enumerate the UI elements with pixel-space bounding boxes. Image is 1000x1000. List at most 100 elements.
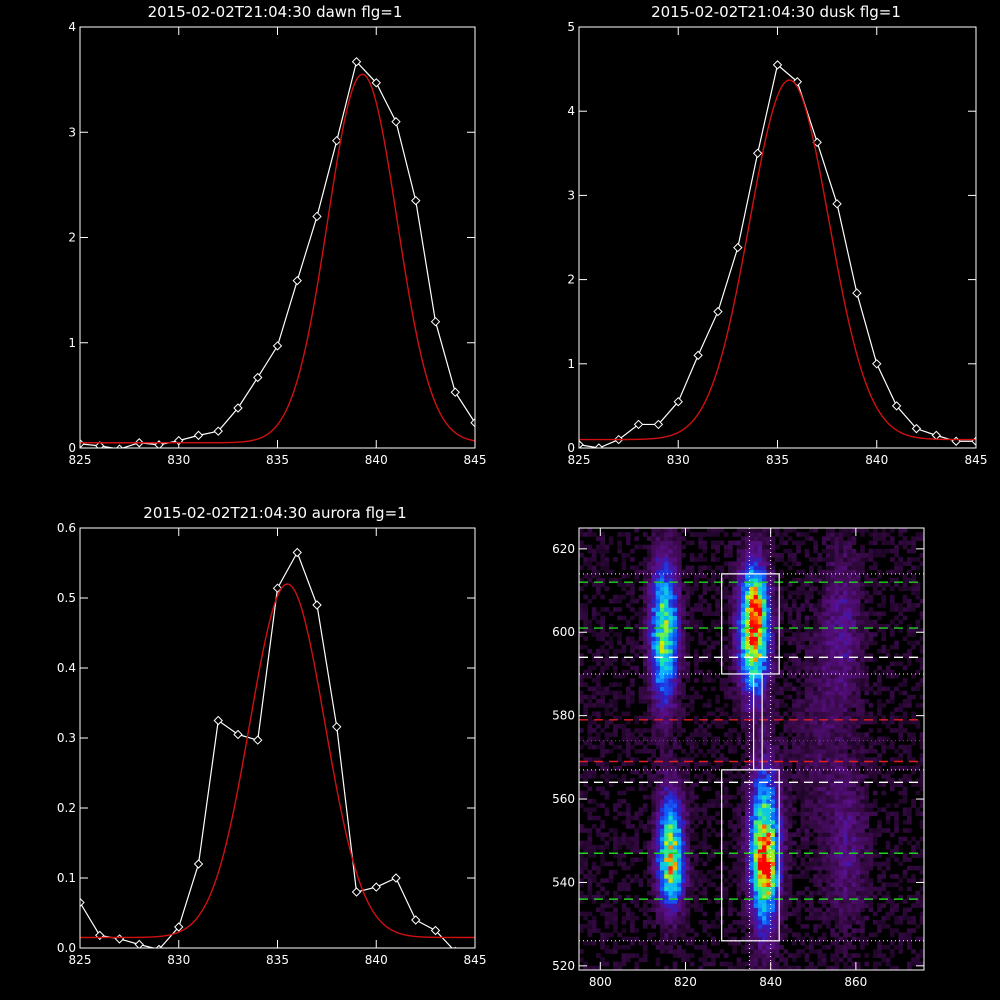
dusk-data-point-8 <box>733 242 743 253</box>
image-xtick-label-1: 820 <box>674 975 697 989</box>
dawn-data-point-19 <box>450 387 460 397</box>
dusk-ytick-label-4: 4 <box>567 104 575 118</box>
aurora-data-point-4 <box>155 944 163 948</box>
dawn-spectrum-plot: 2015-02-02T21:04:30 dawn flg=1 825 830 835… <box>68 3 486 467</box>
aurora-data-point-11 <box>292 547 302 558</box>
aurora-data-point-0 <box>80 897 85 908</box>
aurora-data-point-10 <box>272 583 283 593</box>
dawn-xtick-label-4: 845 <box>464 453 487 467</box>
dawn-xtick-label-3: 840 <box>365 453 388 467</box>
dusk-ytick-label-2: 2 <box>567 273 575 287</box>
dawn-ytick-label-1: 1 <box>68 336 76 350</box>
dusk-fit-curve <box>579 79 976 441</box>
aurora-data-point-7 <box>213 715 223 726</box>
dawn-ytick-label-0: 0 <box>68 441 76 455</box>
spectral-image-pixels <box>579 528 925 971</box>
dusk-data-point-16 <box>891 401 902 411</box>
aurora-xtick-label-4: 845 <box>464 953 487 967</box>
aurora-data-point-8 <box>233 729 243 740</box>
dawn-data-point-13 <box>332 135 342 146</box>
aurora-data-point-17 <box>411 915 421 925</box>
dawn-data-point-11 <box>292 275 302 286</box>
image-ytick-label-2: 560 <box>552 792 575 806</box>
image-box-1 <box>721 769 780 942</box>
dusk-data-point-12 <box>812 137 822 148</box>
dusk-ytick-label-1: 1 <box>567 357 575 371</box>
dusk-xtick-label-3: 840 <box>865 453 888 467</box>
aurora-plot-frame <box>79 527 476 949</box>
aurora-ytick-label-6: 0.6 <box>57 521 76 535</box>
dusk-xtick-label-0: 825 <box>568 453 591 467</box>
aurora-ytick-label-4: 0.4 <box>57 661 76 675</box>
dusk-data-point-9 <box>752 148 763 159</box>
dawn-data-point-16 <box>391 117 401 127</box>
image-ytick-label-1: 540 <box>552 875 575 889</box>
dusk-data-point-5 <box>673 396 683 407</box>
image-plot-frame <box>578 527 925 971</box>
dusk-data-point-13 <box>832 199 842 209</box>
dusk-data-point-0 <box>579 439 584 448</box>
aurora-data-point-6 <box>193 859 204 869</box>
aurora-data-point-9 <box>253 735 263 745</box>
aurora-xtick-label-3: 840 <box>365 953 388 967</box>
dawn-fit-curve <box>80 73 475 444</box>
dawn-data-point-14 <box>351 57 362 67</box>
aurora-ytick-label-3: 0.3 <box>57 731 76 745</box>
aurora-data-point-13 <box>332 722 342 732</box>
dawn-ytick-label-2: 2 <box>68 231 76 245</box>
dusk-data-point-17 <box>911 423 922 434</box>
aurora-data-point-12 <box>312 600 322 610</box>
aurora-fit-curve <box>80 583 475 939</box>
image-box-0 <box>721 573 780 675</box>
dusk-xtick-label-1: 830 <box>667 453 690 467</box>
image-xtick-label-0: 800 <box>589 975 612 989</box>
dawn-data-point-15 <box>371 78 381 88</box>
spectral-image-plot: 800 820 840 860 520 540 560 580 600 620 <box>552 527 925 989</box>
dawn-data-point-12 <box>312 211 322 222</box>
dawn-plot-title: 2015-02-02T21:04:30 dawn flg=1 <box>148 3 403 21</box>
aurora-data-point-18 <box>430 925 441 936</box>
image-ytick-label-0: 520 <box>552 959 575 973</box>
aurora-plot-title: 2015-02-02T21:04:30 aurora flg=1 <box>143 504 406 522</box>
image-ytick-label-5: 620 <box>552 542 575 556</box>
aurora-ytick-label-0: 0.0 <box>57 941 76 955</box>
aurora-xtick-label-2: 835 <box>266 953 289 967</box>
dawn-data-point-6 <box>193 430 204 441</box>
aurora-ytick-label-1: 0.1 <box>57 871 76 885</box>
dawn-data-point-7 <box>213 426 223 436</box>
aurora-data-point-5 <box>174 922 184 932</box>
dawn-data-point-4 <box>154 440 164 448</box>
dawn-data-point-18 <box>430 316 441 327</box>
dusk-data-point-7 <box>713 306 723 317</box>
dawn-data-point-1 <box>95 441 105 448</box>
aurora-ytick-label-2: 0.2 <box>57 801 76 815</box>
dusk-data-point-4 <box>653 419 664 430</box>
dawn-xtick-label-0: 825 <box>69 453 92 467</box>
dawn-data-point-17 <box>411 195 421 206</box>
dawn-plot-frame <box>79 26 476 449</box>
aurora-data-point-15 <box>371 882 381 892</box>
dusk-data-point-1 <box>594 443 604 448</box>
aurora-data-point-16 <box>391 873 401 883</box>
aurora-ytick-label-5: 0.5 <box>57 591 76 605</box>
dawn-data-point-8 <box>233 403 243 413</box>
dusk-data-point-15 <box>872 359 882 369</box>
aurora-xtick-label-1: 830 <box>167 953 190 967</box>
dusk-ytick-label-0: 0 <box>567 441 575 455</box>
dusk-ytick-label-3: 3 <box>567 188 575 202</box>
dawn-ytick-label-3: 3 <box>68 125 76 139</box>
dusk-data-point-3 <box>633 419 644 430</box>
image-xtick-label-3: 860 <box>844 975 867 989</box>
dusk-data-point-6 <box>693 350 703 361</box>
dusk-xtick-label-2: 835 <box>766 453 789 467</box>
dawn-data-point-20 <box>470 418 475 428</box>
dawn-data-point-9 <box>253 372 263 383</box>
aurora-data-point-3 <box>134 939 144 948</box>
dawn-ytick-label-4: 4 <box>68 20 76 34</box>
dusk-ytick-label-5: 5 <box>567 20 575 34</box>
dawn-xtick-label-1: 830 <box>167 453 190 467</box>
dusk-spectrum-plot: 2015-02-02T21:04:30 dusk flg=1 825 830 835… <box>567 3 987 467</box>
aurora-data-point-14 <box>351 887 362 897</box>
image-overlays <box>579 528 924 970</box>
